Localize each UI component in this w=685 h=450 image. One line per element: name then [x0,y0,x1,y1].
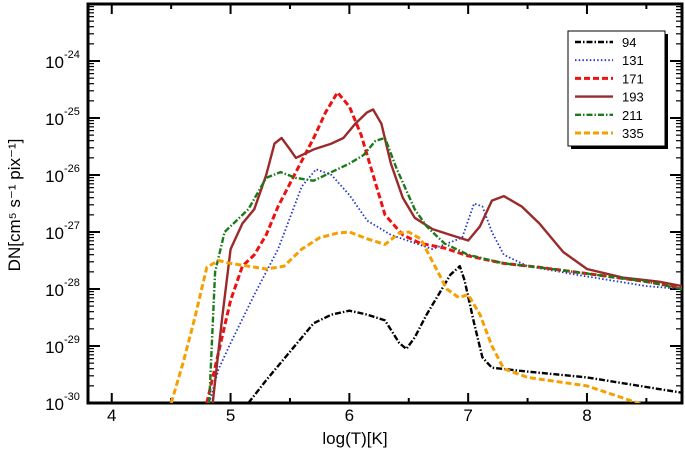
y-tick-exponent: -29 [64,334,80,346]
legend-label-131: 131 [622,53,644,68]
y-tick-exponent: -27 [64,220,80,232]
series-line-211 [208,136,682,403]
y-tick-label: 10 [45,167,64,186]
legend: 94 131 171 193 211 335 [567,30,668,149]
y-tick-exponent: -30 [64,391,80,403]
y-tick-exponent: -28 [64,277,80,289]
x-tick-label: 5 [226,406,235,425]
y-tick-label: 10 [45,281,64,300]
legend-box [567,30,666,147]
series-line-94 [247,265,682,403]
y-tick-exponent: -24 [64,49,80,61]
series-line-131 [208,168,682,403]
y-tick-label: 10 [45,395,64,414]
series-line-193 [211,108,682,403]
x-axis-title: log(T)[K] [322,429,387,448]
series-line-171 [205,90,682,403]
x-tick-label: 4 [107,406,116,425]
y-tick-label: 10 [45,224,64,243]
y-tick-exponent: -26 [64,163,80,175]
legend-label-171: 171 [622,71,644,86]
y-axis-title-text: DN[cm⁵ s⁻¹ pix⁻¹] [5,139,24,272]
y-axis-title: DN[cm⁵ s⁻¹ pix⁻¹] [5,139,24,272]
legend-label-193: 193 [622,90,644,105]
legend-label-211: 211 [622,108,643,123]
y-tick-exponent: -25 [64,106,80,118]
legend-label-94: 94 [622,35,636,50]
series-line-335 [169,230,643,403]
x-tick-label: 7 [463,406,472,425]
y-tick-label: 10 [45,338,64,357]
x-tick-label: 8 [582,406,591,425]
y-tick-label: 10 [45,53,64,72]
x-tick-label: 6 [345,406,354,425]
y-tick-label: 10 [45,110,64,129]
series-lines [169,90,682,403]
legend-label-335: 335 [622,126,644,141]
